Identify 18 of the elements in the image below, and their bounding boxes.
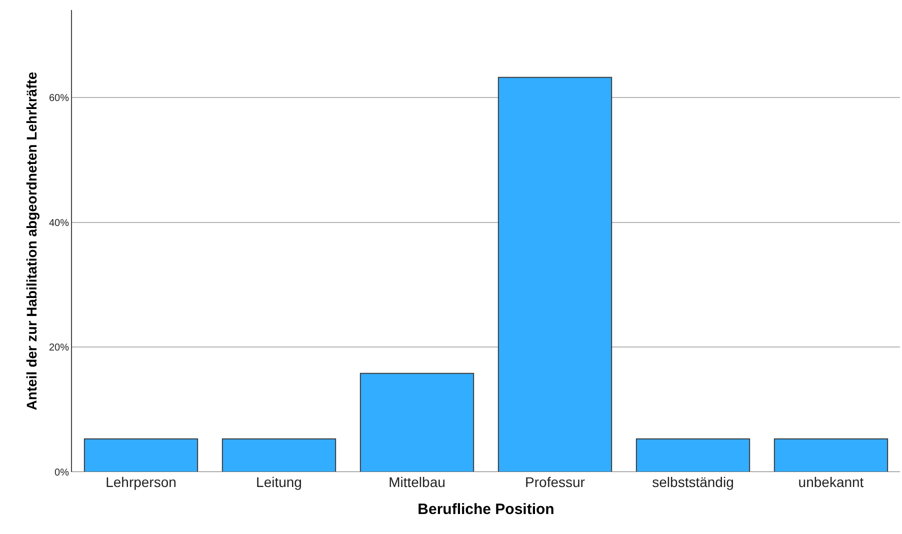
x-tick-label: Professur bbox=[525, 474, 586, 490]
y-tick-label: 40% bbox=[48, 218, 70, 229]
bar bbox=[222, 438, 336, 472]
x-tick-label: Lehrperson bbox=[106, 474, 176, 490]
y-tick-label: 0% bbox=[54, 468, 70, 478]
y-tick-label: 60% bbox=[48, 92, 70, 104]
bar bbox=[636, 438, 750, 472]
x-tick-label: unbekannt bbox=[798, 474, 864, 490]
bar bbox=[360, 372, 474, 472]
x-tick-label: Mittelbau bbox=[388, 474, 446, 490]
y-axis-title: Anteil der zur Habilitation abgeordneten Lehrkräfte bbox=[24, 72, 40, 410]
bar bbox=[498, 76, 612, 472]
bar bbox=[84, 438, 198, 472]
x-axis-title: Berufliche Position bbox=[418, 501, 554, 518]
y-tick-label: 20% bbox=[48, 342, 70, 354]
x-tick-label: selbstständig bbox=[652, 474, 734, 490]
x-tick-label: Leitung bbox=[256, 474, 302, 490]
bar bbox=[774, 438, 888, 472]
